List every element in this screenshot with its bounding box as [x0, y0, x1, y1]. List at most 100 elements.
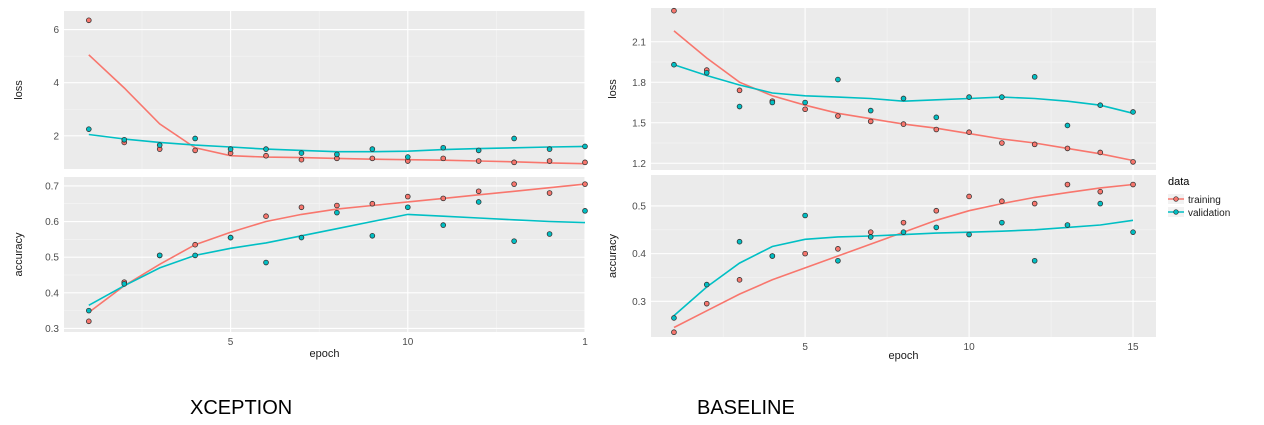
y-tick-label: 4: [53, 78, 59, 89]
data-point-validation: [440, 222, 447, 228]
data-point-validation: [404, 204, 411, 211]
panel-background: [651, 8, 1156, 170]
data-point-validation: [192, 252, 198, 259]
x-tick-label: 1: [582, 337, 588, 348]
data-point-validation: [802, 99, 808, 106]
data-point-training: [1064, 145, 1071, 152]
data-point-training: [900, 121, 907, 127]
data-point-training: [511, 159, 517, 166]
data-point-validation: [999, 94, 1005, 100]
data-point-validation: [298, 234, 305, 241]
panel-background: [64, 177, 585, 332]
y-tick-label: 0.6: [45, 217, 59, 228]
data-point-training: [933, 126, 940, 133]
data-point-validation: [966, 231, 972, 238]
data-point-validation: [475, 199, 482, 205]
data-point-validation: [1064, 122, 1071, 129]
legend-key-validation: [1168, 207, 1184, 217]
caption-baseline: BASELINE: [697, 397, 795, 419]
xception-panel-accuracy: 0.3 0.4 0.5 0.6 0.7 accuracy: [13, 177, 588, 335]
y-axis-label: loss: [607, 79, 619, 99]
y-tick-label: 0.5: [632, 201, 646, 212]
data-point-validation: [769, 99, 776, 106]
data-point-training: [1130, 181, 1136, 188]
data-point-training: [475, 158, 482, 164]
data-point-validation: [546, 231, 553, 237]
data-point-training: [546, 158, 553, 164]
data-point-validation: [263, 146, 269, 152]
data-point-training: [582, 159, 588, 166]
y-tick-label: 0.5: [45, 253, 59, 264]
data-point-validation: [867, 107, 874, 114]
data-point-validation: [802, 212, 808, 219]
series-line-validation: [88, 213, 586, 307]
data-point-training: [867, 118, 874, 125]
legend-key-training-point: [1173, 196, 1179, 202]
data-point-training: [933, 207, 940, 214]
data-point-training: [86, 318, 92, 325]
data-point-validation: [703, 281, 710, 288]
data-point-validation: [1130, 229, 1136, 235]
data-point-training: [1031, 141, 1038, 148]
data-point-validation: [511, 238, 517, 244]
legend-key-training: [1168, 194, 1184, 204]
y-tick-label: 6: [53, 25, 59, 36]
data-point-validation: [1064, 222, 1071, 228]
baseline-panel-accuracy: 0.3 0.4 0.5 accuracy: [607, 175, 1156, 337]
data-point-validation: [511, 135, 517, 142]
data-point-validation: [156, 142, 163, 148]
data-point-validation: [1097, 102, 1104, 108]
baseline-panel-loss: 1.2 1.5 1.8 2.1 loss: [607, 7, 1156, 170]
data-point-training: [582, 181, 588, 187]
data-point-validation: [867, 234, 874, 240]
panel-background: [64, 11, 585, 169]
data-point-training: [1064, 181, 1071, 188]
data-point-validation: [156, 252, 163, 259]
data-point-validation: [671, 315, 677, 321]
series-line-training: [88, 183, 586, 314]
x-tick-label: 10: [964, 342, 976, 353]
data-point-validation: [671, 61, 677, 68]
caption-xception: XCEPTION: [190, 397, 293, 419]
data-point-training: [736, 277, 743, 283]
data-point-training: [440, 195, 447, 202]
chart-xception: 2 4 6 loss 0.3 0.4 0.5 0.6 0.7 accuracy 5 10 1 epoch: [13, 11, 588, 360]
y-tick-label: 1.2: [632, 159, 646, 170]
panel-background: [651, 175, 1156, 337]
legend-label-validation: validation: [1188, 208, 1230, 219]
data-point-validation: [582, 208, 588, 214]
data-point-validation: [999, 219, 1005, 226]
data-point-training: [475, 188, 482, 195]
legend: data training validation: [1168, 176, 1230, 219]
data-point-training: [334, 202, 340, 209]
data-point-training: [298, 156, 305, 163]
data-point-training: [298, 204, 305, 211]
data-point-training: [835, 113, 841, 119]
data-point-validation: [966, 94, 972, 100]
data-point-training: [835, 246, 841, 252]
data-point-validation: [546, 146, 553, 152]
data-point-validation: [121, 136, 128, 143]
data-point-training: [263, 152, 269, 159]
data-point-training: [802, 250, 808, 257]
y-tick-label: 2.1: [632, 37, 646, 48]
y-tick-label: 0.4: [632, 249, 646, 260]
data-point-validation: [121, 281, 128, 287]
data-point-training: [966, 193, 972, 200]
data-point-training: [900, 219, 907, 226]
data-point-training: [736, 87, 743, 94]
chart-baseline: 1.2 1.5 1.8 2.1 loss 0.3 0.4 0.5 accuracy 5 10 15 ep…: [607, 7, 1156, 362]
y-tick-label: 0.3: [632, 297, 646, 308]
data-point-training: [1031, 200, 1038, 207]
data-point-training: [511, 181, 517, 187]
data-point-validation: [900, 95, 907, 102]
data-point-training: [369, 200, 376, 207]
x-tick-label: 5: [802, 342, 808, 353]
data-point-validation: [900, 229, 907, 235]
data-point-training: [263, 213, 269, 219]
data-point-validation: [703, 70, 710, 76]
data-point-validation: [440, 144, 447, 151]
data-point-training: [192, 147, 198, 154]
x-tick-label: 15: [1127, 342, 1139, 353]
